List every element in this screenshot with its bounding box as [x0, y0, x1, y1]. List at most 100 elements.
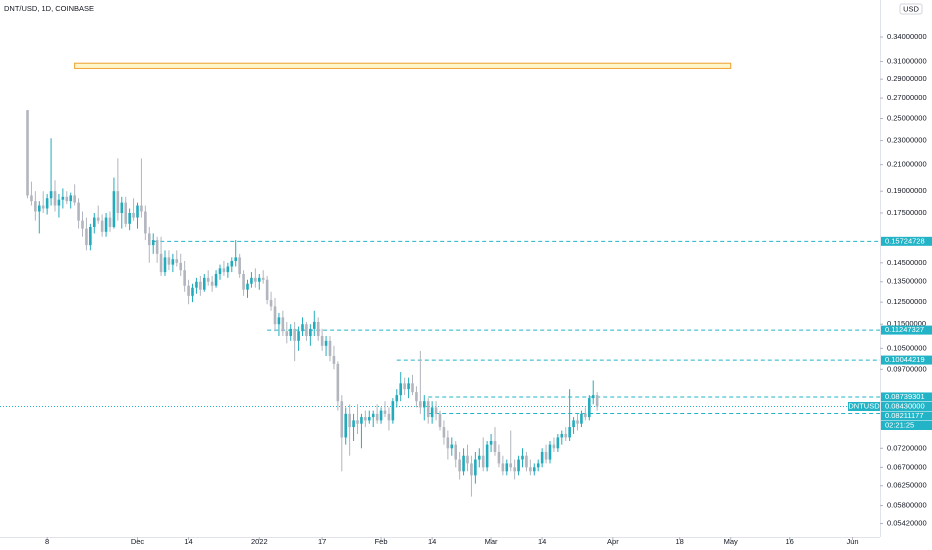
candle-body: [501, 463, 505, 472]
candle-body: [53, 191, 57, 206]
candle-body: [411, 383, 414, 393]
candle-body: [438, 413, 442, 428]
countdown-badge: [881, 420, 932, 430]
level-label: 0.11247327: [885, 325, 924, 334]
candle-body: [277, 317, 281, 325]
candle-body: [167, 257, 171, 265]
candle-body: [422, 401, 426, 408]
x-tick-label: 8: [45, 537, 49, 546]
candle-body: [560, 433, 564, 438]
candle-body: [493, 441, 497, 452]
candle-body: [415, 392, 418, 402]
candle-body: [85, 228, 88, 246]
level-label: 0.08739301: [885, 392, 925, 401]
candle-body: [587, 398, 591, 418]
candle-body: [403, 383, 406, 390]
candle-body: [238, 257, 241, 275]
level-badge: [881, 392, 932, 402]
level-label: 0.15724728: [885, 236, 925, 245]
candle-body: [57, 199, 61, 206]
candle-body: [485, 444, 489, 468]
candle-body: [195, 281, 198, 288]
candle-body: [454, 444, 458, 460]
candle-body: [257, 277, 261, 282]
candle-body: [450, 444, 454, 449]
candle-body: [124, 202, 128, 224]
candle-body: [395, 395, 399, 402]
y-tick-label: 0.07200000: [887, 443, 927, 452]
candle-body: [375, 413, 379, 421]
x-tick-label: May: [724, 537, 738, 546]
symbol-badge: [848, 401, 880, 411]
candle-body: [580, 413, 583, 424]
candle-body: [26, 110, 29, 196]
candle-body: [474, 459, 477, 476]
candle-body: [544, 451, 548, 460]
candle-body: [434, 407, 438, 414]
candle-body: [297, 331, 300, 341]
candle-body: [572, 420, 575, 428]
level-badge: [881, 236, 932, 246]
candle-body: [183, 270, 186, 286]
y-tick-label: 0.29000000: [887, 74, 927, 83]
candle-body: [529, 467, 532, 472]
candle-body: [37, 205, 41, 212]
candle-body: [458, 459, 461, 472]
candle-body: [128, 212, 131, 224]
candle-body: [41, 205, 45, 209]
last-price-label: 0.08430000: [885, 401, 925, 410]
candle-body: [100, 220, 104, 232]
candle-body: [104, 217, 108, 232]
candle-body: [477, 455, 481, 460]
candle-body: [548, 444, 552, 460]
candle-body: [218, 268, 222, 275]
candle-body: [591, 395, 595, 399]
x-tick-label: 2022: [251, 537, 268, 546]
candle-body: [226, 266, 230, 273]
candle-body: [81, 220, 84, 229]
candle-body: [430, 407, 434, 418]
y-tick-label: 0.19000000: [887, 186, 927, 195]
candle-body: [49, 191, 53, 199]
candle-body: [144, 211, 147, 234]
x-tick-label: 17: [318, 537, 326, 546]
candle-body: [289, 328, 293, 336]
countdown-label: 02:21:25: [885, 420, 914, 429]
x-tick-label: 14: [184, 537, 192, 546]
x-tick-label: Mar: [485, 537, 498, 546]
candle-body: [462, 455, 465, 472]
candle-body: [45, 198, 49, 209]
candle-body: [175, 259, 179, 263]
candle-body: [73, 195, 76, 203]
candle-body: [426, 401, 430, 418]
candle-body: [163, 257, 167, 273]
candle-body: [536, 463, 540, 468]
candle-body: [179, 262, 183, 271]
candle-body: [517, 459, 520, 472]
candle-body: [320, 335, 324, 346]
candle-body: [481, 455, 485, 468]
candle-body: [305, 324, 308, 336]
candle-body: [360, 417, 363, 424]
candle-body: [309, 328, 312, 336]
candle-body: [552, 444, 556, 449]
candle-body: [96, 217, 100, 221]
candle-body: [442, 427, 446, 438]
currency-badge: [899, 3, 923, 15]
candle-body: [202, 277, 206, 290]
y-tick-label: 0.12500000: [887, 297, 927, 306]
candle-body: [324, 340, 328, 346]
y-tick-label: 0.13500000: [887, 277, 927, 286]
candle-body: [69, 195, 73, 202]
y-tick-label: 0.21000000: [887, 160, 927, 169]
candle-body: [246, 283, 249, 290]
candle-body: [489, 441, 493, 445]
candle-body: [312, 321, 316, 329]
zone: [74, 62, 732, 69]
candle-body: [564, 433, 568, 438]
candle-body: [30, 195, 33, 202]
y-tick-label: 0.14500000: [887, 258, 927, 267]
candle-body: [254, 277, 257, 282]
currency-label: USD: [903, 4, 919, 13]
